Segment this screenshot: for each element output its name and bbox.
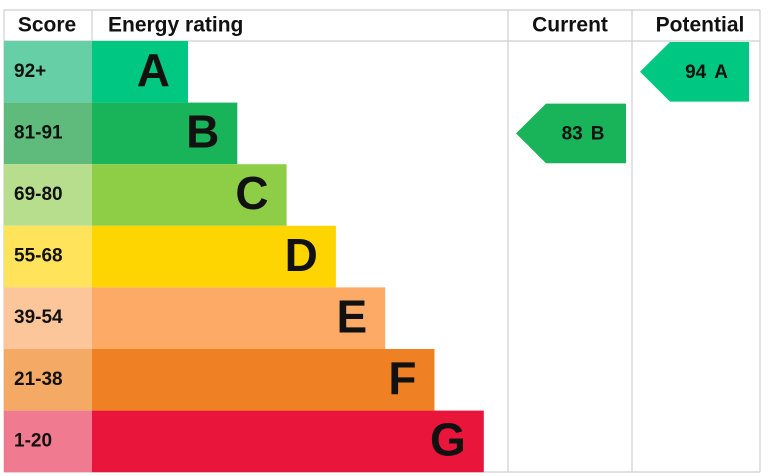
potential-arrow: [640, 42, 749, 102]
current-score: 83: [562, 123, 583, 144]
potential-label: 94 A: [685, 62, 728, 83]
rating-bar: [92, 287, 386, 349]
rating-bar: [92, 41, 188, 103]
rating-letter: F: [388, 352, 416, 404]
score-cell: [4, 41, 92, 103]
score-cell: [4, 164, 92, 226]
score-label: 92+: [14, 61, 46, 82]
potential-score: 94: [685, 62, 707, 83]
score-label: 1-20: [14, 430, 52, 451]
current-rating: B: [591, 123, 605, 144]
rating-letter: A: [137, 44, 170, 96]
score-label: 21-38: [14, 369, 63, 390]
score-cell: [4, 349, 92, 411]
score-header: Score: [18, 14, 76, 37]
rating-letter: C: [235, 167, 268, 219]
rating-bar: [92, 102, 238, 165]
energy-rating-header: Energy rating: [108, 14, 243, 37]
rating-bar: [92, 410, 484, 473]
rating-letter: D: [285, 229, 318, 281]
current-label: 83 B: [562, 123, 605, 144]
rating-bar: [92, 349, 435, 411]
current-header: Current: [532, 14, 608, 37]
score-label: 81-91: [14, 122, 63, 143]
score-cell: [4, 410, 92, 473]
score-label: 55-68: [14, 246, 63, 267]
current-arrow: [516, 103, 626, 164]
score-label: 69-80: [14, 184, 63, 205]
rating-letter: G: [430, 414, 466, 466]
rating-bar: [92, 164, 287, 226]
score-cell: [4, 225, 92, 288]
score-cell: [4, 287, 92, 349]
rating-letter: E: [337, 290, 368, 342]
rating-bar: [92, 225, 336, 288]
potential-header: Potential: [656, 14, 745, 37]
score-label: 39-54: [14, 307, 63, 328]
score-cell: [4, 102, 92, 165]
rating-letter: B: [186, 106, 219, 158]
potential-rating: A: [714, 62, 728, 83]
